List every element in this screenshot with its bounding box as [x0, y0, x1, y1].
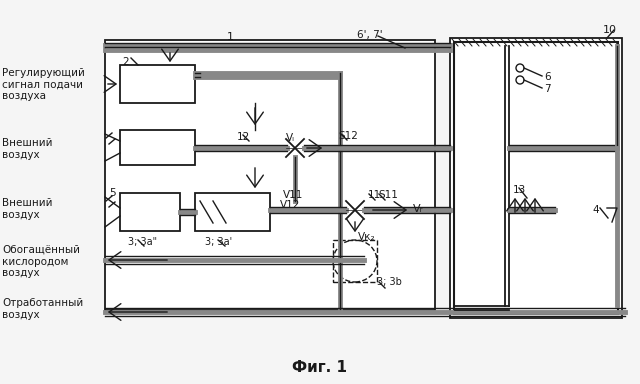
Bar — [120, 130, 195, 165]
Text: 3; 3а": 3; 3а" — [128, 237, 157, 247]
Text: 7: 7 — [544, 84, 550, 94]
Bar — [454, 42, 618, 314]
Text: 11: 11 — [368, 190, 381, 200]
Text: 3; 3а': 3; 3а' — [205, 237, 232, 247]
Bar — [120, 193, 180, 231]
Text: S11: S11 — [378, 190, 398, 200]
Text: Регулирующий
сигнал подачи
воздуха: Регулирующий сигнал подачи воздуха — [2, 68, 85, 101]
Text: 6: 6 — [544, 72, 550, 82]
Text: Фиг. 1: Фиг. 1 — [292, 360, 348, 375]
Text: 3; 3b: 3; 3b — [377, 277, 402, 287]
Bar — [120, 65, 195, 103]
Text: Обогащённый
кислородом
воздух: Обогащённый кислородом воздух — [2, 245, 80, 278]
Text: 5: 5 — [109, 188, 116, 198]
Text: 13: 13 — [513, 185, 526, 195]
Text: Внешний
воздух: Внешний воздух — [2, 138, 52, 160]
Bar — [195, 193, 270, 231]
Text: S12: S12 — [338, 131, 358, 141]
Text: V11: V11 — [283, 190, 303, 200]
Text: 1: 1 — [227, 32, 234, 42]
Bar — [105, 40, 435, 310]
Bar — [333, 240, 377, 282]
Text: Отработанный
воздух: Отработанный воздух — [2, 298, 83, 319]
Text: 2: 2 — [122, 57, 129, 67]
Text: Vк₂: Vк₂ — [358, 232, 376, 242]
Text: 4: 4 — [592, 205, 598, 215]
Text: Vₗ: Vₗ — [285, 133, 294, 143]
Text: 6', 7': 6', 7' — [357, 30, 383, 40]
Text: 12: 12 — [237, 132, 250, 142]
Text: Внешний
воздух: Внешний воздух — [2, 198, 52, 220]
Bar — [450, 38, 622, 318]
Text: V12: V12 — [280, 200, 300, 210]
Text: Vᵣ: Vᵣ — [413, 204, 424, 214]
Text: 10: 10 — [603, 25, 617, 35]
